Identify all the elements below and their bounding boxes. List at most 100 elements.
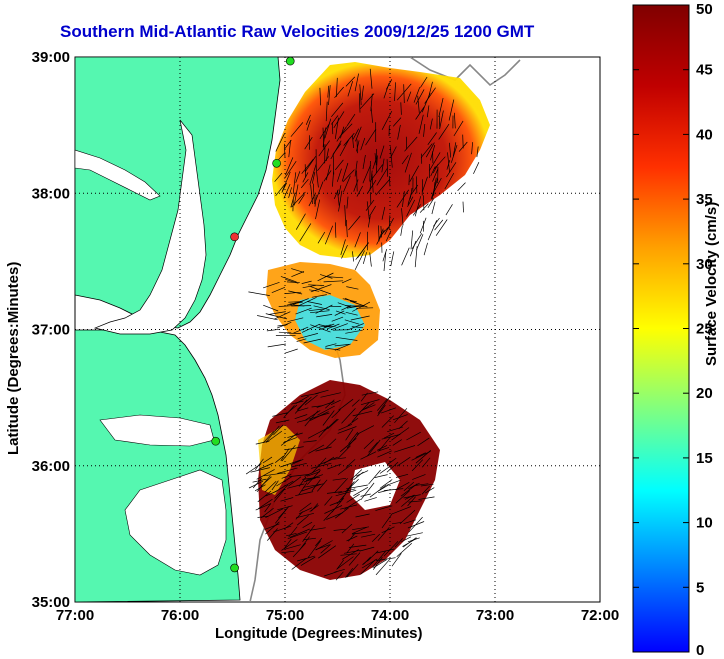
- velocity-arrow: [336, 495, 345, 505]
- velocity-arrow: [351, 411, 361, 423]
- velocity-arrow: [377, 527, 390, 541]
- velocity-arrow: [317, 545, 337, 559]
- velocity-arrow: [438, 98, 444, 118]
- velocity-arrow: [366, 201, 370, 220]
- velocity-arrow: [376, 167, 388, 186]
- colorbar-tick-label: 10: [696, 515, 713, 532]
- velocity-arrow: [265, 521, 280, 535]
- velocity-arrow: [381, 206, 386, 220]
- velocity-arrow: [288, 301, 302, 303]
- velocity-arrow: [304, 410, 321, 421]
- velocity-arrow: [356, 185, 364, 197]
- colorbar-tick-label: 40: [696, 126, 713, 143]
- velocity-arrow: [364, 497, 377, 502]
- velocity-arrow: [343, 549, 361, 554]
- velocity-arrow: [433, 156, 446, 170]
- velocity-arrow: [298, 482, 308, 496]
- velocity-arrow: [277, 505, 293, 511]
- velocity-arrow: [334, 343, 351, 351]
- velocity-arrow: [359, 546, 375, 552]
- velocity-arrow: [385, 230, 392, 242]
- velocity-arrow: [346, 219, 348, 238]
- colorbar-tick-label: 15: [696, 450, 713, 467]
- velocity-arrow: [381, 110, 393, 130]
- velocity-arrow: [427, 198, 434, 208]
- velocity-arrow: [438, 123, 450, 140]
- velocity-arrow: [376, 445, 388, 451]
- velocity-arrow: [284, 143, 286, 159]
- velocity-arrow: [266, 425, 280, 442]
- velocity-arrow: [347, 417, 359, 426]
- velocity-arrow: [431, 177, 437, 200]
- velocity-arrow: [345, 567, 354, 578]
- velocity-arrow: [383, 432, 395, 439]
- velocity-arrow: [264, 523, 280, 530]
- velocity-arrow: [391, 427, 410, 441]
- velocity-arrow: [294, 414, 308, 420]
- velocity-arrow: [353, 179, 359, 192]
- velocity-arrow: [333, 189, 339, 199]
- velocity-arrow: [319, 123, 330, 139]
- velocity-arrow: [333, 528, 346, 531]
- velocity-arrow: [352, 410, 373, 417]
- velocity-arrow: [425, 487, 435, 494]
- velocity-arrow: [248, 480, 264, 489]
- velocity-arrow: [303, 483, 325, 488]
- velocity-arrow: [291, 268, 305, 273]
- velocity-arrow: [340, 553, 357, 556]
- velocity-arrow: [302, 521, 313, 529]
- velocity-arrow: [285, 446, 304, 451]
- velocity-arrow: [369, 170, 373, 191]
- velocity-arrow: [334, 86, 344, 99]
- velocity-arrow: [363, 404, 376, 410]
- velocity-arrow: [381, 158, 385, 173]
- velocity-arrow: [410, 230, 414, 250]
- velocity-arrow: [334, 222, 337, 238]
- velocity-arrow: [424, 87, 436, 104]
- velocity-arrow: [401, 155, 409, 165]
- velocity-arrow: [346, 196, 349, 209]
- velocity-arrow: [346, 535, 358, 542]
- velocity-arrow: [327, 85, 330, 98]
- velocity-arrow: [288, 526, 298, 538]
- velocity-arrow: [345, 76, 356, 87]
- velocity-arrow: [355, 470, 369, 477]
- velocity-arrow: [311, 294, 327, 298]
- velocity-arrow: [392, 117, 402, 127]
- velocity-arrow: [313, 305, 330, 311]
- velocity-arrow: [379, 479, 393, 489]
- velocity-arrow: [423, 242, 428, 256]
- velocity-arrow: [362, 252, 367, 264]
- velocity-arrow: [386, 479, 401, 486]
- velocity-arrow: [286, 281, 300, 284]
- velocity-arrow: [300, 556, 316, 566]
- velocity-arrow: [273, 488, 285, 503]
- velocity-arrow: [303, 338, 321, 344]
- station-marker: [285, 56, 295, 66]
- velocity-arrow: [290, 122, 304, 137]
- velocity-arrow: [429, 152, 441, 171]
- velocity-arrow: [301, 158, 314, 174]
- velocity-arrow: [309, 164, 317, 185]
- velocity-arrow: [369, 252, 372, 267]
- x-tick-label: 75:00: [266, 607, 304, 624]
- velocity-arrow: [363, 439, 375, 450]
- velocity-arrow: [324, 347, 341, 351]
- velocity-arrow: [255, 458, 264, 471]
- velocity-arrow: [415, 452, 426, 458]
- velocity-arrow: [281, 182, 288, 193]
- velocity-arrow: [457, 182, 466, 191]
- velocity-arrow: [387, 426, 404, 433]
- velocity-arrow: [295, 213, 306, 230]
- pamlico-sound: [124, 469, 227, 576]
- velocity-arrow: [352, 128, 360, 140]
- velocity-arrow: [355, 513, 370, 518]
- velocity-arrow: [409, 165, 420, 182]
- x-axis-label: Longitude (Degrees:Minutes): [215, 625, 423, 642]
- velocity-arrow: [377, 404, 386, 417]
- velocity-arrow: [303, 537, 316, 541]
- velocity-arrow: [396, 542, 413, 557]
- velocity-arrow: [265, 430, 283, 443]
- velocity-arrow: [349, 300, 368, 308]
